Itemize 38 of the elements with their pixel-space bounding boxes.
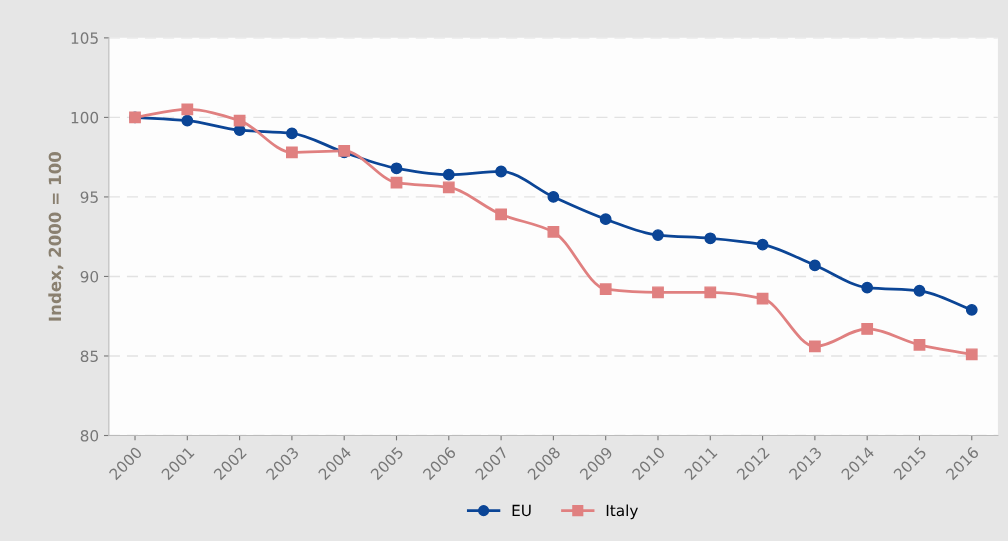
- point: [547, 226, 560, 238]
- point: [181, 103, 194, 116]
- y-tick-label: 95: [80, 191, 98, 203]
- point: [181, 114, 194, 127]
- point: [861, 281, 874, 294]
- point: [808, 259, 821, 272]
- y-tick-label: 90: [80, 270, 99, 283]
- point: [704, 286, 717, 299]
- point: [861, 323, 874, 335]
- point: [495, 165, 507, 178]
- point: [756, 292, 769, 305]
- point: [965, 348, 978, 361]
- y-axis-title: Index, 2000 = 100: [48, 152, 64, 321]
- y-tick-label: 105: [71, 32, 98, 44]
- point: [547, 191, 560, 203]
- point: [599, 213, 612, 226]
- point: [442, 181, 455, 194]
- point: [286, 127, 298, 140]
- point: [913, 284, 926, 297]
- point: [599, 283, 612, 296]
- point: [286, 146, 298, 159]
- point: [495, 208, 507, 221]
- point: [652, 229, 664, 242]
- y-tick-label: 80: [80, 429, 99, 442]
- legend-label: EU: [512, 504, 531, 517]
- point: [442, 168, 455, 181]
- point: [233, 114, 246, 127]
- y-tick-label: 100: [71, 111, 99, 124]
- point: [704, 232, 717, 245]
- point: [913, 338, 926, 351]
- point: [390, 162, 403, 175]
- point: [965, 303, 978, 316]
- point: [808, 340, 821, 353]
- legend-label: Italy: [606, 504, 638, 520]
- point: [756, 238, 769, 251]
- point: [390, 176, 403, 189]
- point: [652, 286, 664, 299]
- y-tick-label: 85: [80, 350, 98, 362]
